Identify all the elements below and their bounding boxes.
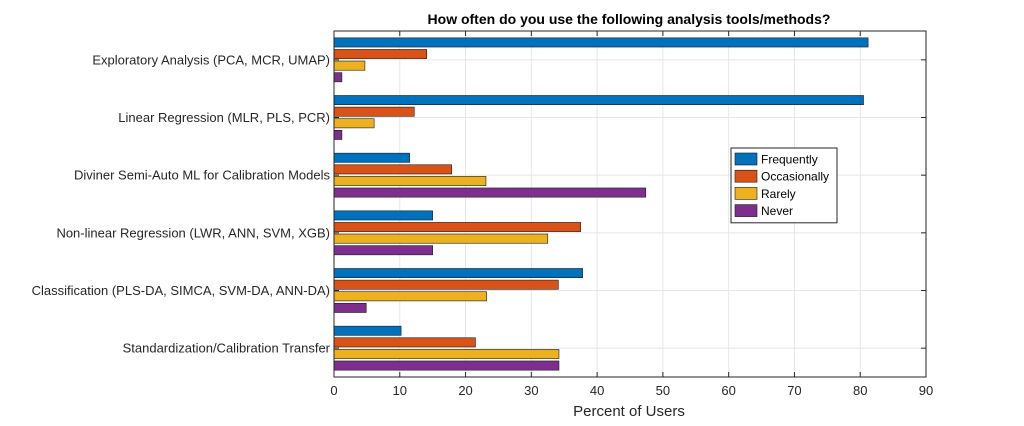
bar-occasionally xyxy=(333,106,415,117)
bars xyxy=(333,37,869,371)
y-category-label: Linear Regression (MLR, PLS, PCR) xyxy=(118,110,330,125)
legend-swatch-rarely xyxy=(734,187,758,200)
bar-rarely xyxy=(333,176,487,186)
bar-frequently xyxy=(333,95,864,105)
x-tick-label: 90 xyxy=(919,383,933,398)
legend-label-never: Never xyxy=(761,204,793,218)
x-tick-label: 10 xyxy=(393,383,407,398)
bar-occasionally xyxy=(333,279,559,290)
bar-never xyxy=(333,245,433,256)
x-tick-label: 50 xyxy=(656,383,670,398)
y-category-label: Non-linear Regression (LWR, ANN, SVM, XG… xyxy=(56,225,330,240)
axes-box xyxy=(333,30,927,378)
x-axis-label: Percent of Users xyxy=(573,403,685,420)
chart-title: How often do you use the following analy… xyxy=(428,11,831,27)
bar-frequently xyxy=(333,210,433,221)
x-tick-label: 20 xyxy=(458,383,472,398)
bar-rarely xyxy=(333,291,487,302)
x-tick-label: 30 xyxy=(524,383,538,398)
bar-never xyxy=(333,130,343,140)
bar-never xyxy=(333,72,343,83)
x-tick-label: 60 xyxy=(721,383,735,398)
legend-swatch-occasionally xyxy=(734,169,758,183)
bar-frequently xyxy=(333,152,410,163)
axis-ticks xyxy=(333,31,927,377)
legend-label-rarely: Rarely xyxy=(761,187,796,201)
bar-rarely xyxy=(333,60,366,71)
bar-rarely xyxy=(333,118,375,129)
legend-swatch-never xyxy=(734,204,758,217)
y-category-label: Classification (PLS-DA, SIMCA, SVM-DA, A… xyxy=(32,283,330,298)
bar-frequently xyxy=(333,268,583,278)
legend-swatch-frequently xyxy=(734,152,758,166)
bar-occasionally xyxy=(333,164,453,175)
bar-never xyxy=(333,187,647,198)
x-tick-label: 40 xyxy=(590,383,604,398)
bar-frequently xyxy=(333,37,869,48)
legend: Frequently Occasionally Rarely Never xyxy=(730,147,838,224)
x-tick-label: 70 xyxy=(787,383,801,398)
x-tick-label: 0 xyxy=(330,383,337,398)
bar-occasionally xyxy=(333,49,428,59)
y-category-label: Standardization/Calibration Transfer xyxy=(123,341,331,356)
bar-never xyxy=(333,360,560,371)
x-tick-label: 80 xyxy=(853,383,867,398)
bar-rarely xyxy=(333,349,560,359)
y-category-label: Exploratory Analysis (PCA, MCR, UMAP) xyxy=(92,52,330,67)
y-category-label: Diviner Semi-Auto ML for Calibration Mod… xyxy=(74,168,331,183)
legend-label-occasionally: Occasionally xyxy=(761,170,829,184)
x-tick-labels: 0 10 20 30 40 50 60 70 80 90 xyxy=(330,383,933,398)
bar-rarely xyxy=(333,233,549,244)
bar-frequently xyxy=(333,325,402,336)
bar-occasionally xyxy=(333,337,476,348)
bar-occasionally xyxy=(333,222,581,232)
y-category-labels: Exploratory Analysis (PCA, MCR, UMAP) Lin… xyxy=(32,52,331,355)
legend-label-frequently: Frequently xyxy=(761,153,818,167)
bar-never xyxy=(333,302,367,313)
